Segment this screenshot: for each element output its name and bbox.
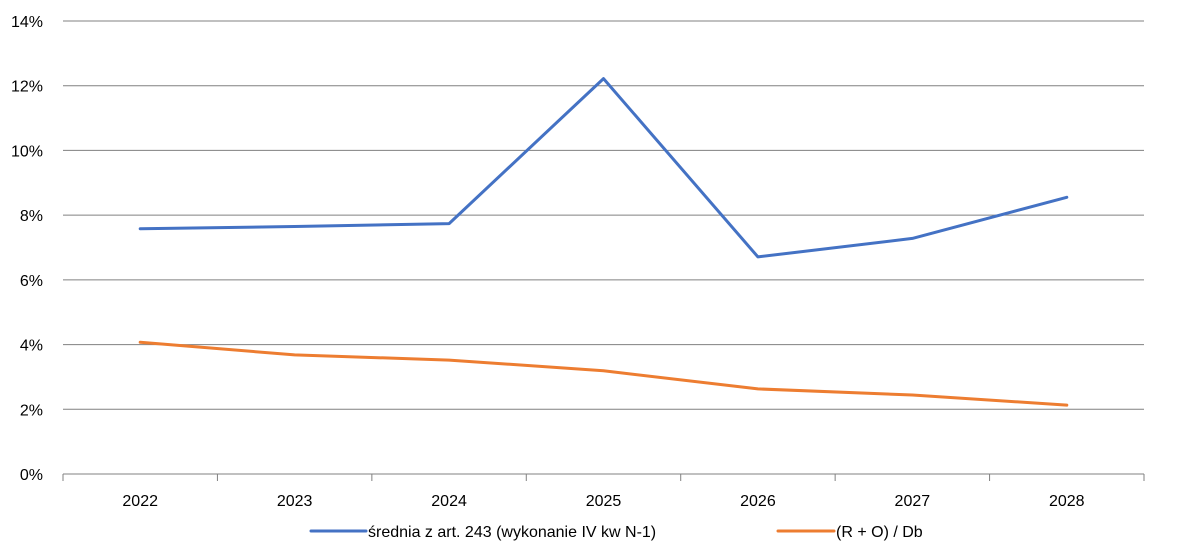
x-tick-label-2025: 2025 xyxy=(586,493,622,510)
legend-label-1: średnia z art. 243 (wykonanie IV kw N-1) xyxy=(368,524,656,541)
x-tick-label-2022: 2022 xyxy=(122,493,158,510)
y-tick-label-6: 6% xyxy=(20,273,43,290)
y-tick-label-14: 14% xyxy=(11,14,43,31)
series-lines xyxy=(138,77,1069,407)
x-tick-label-2026: 2026 xyxy=(740,493,776,510)
series-line-1 xyxy=(138,77,1069,259)
y-tick-label-0: 0% xyxy=(20,467,43,484)
y-tick-label-12: 12% xyxy=(11,79,43,96)
legend-label-2: (R + O) / Db xyxy=(836,524,923,541)
x-tick-label-2028: 2028 xyxy=(1049,493,1085,510)
x-tick-label-2023: 2023 xyxy=(277,493,313,510)
y-tick-label-8: 8% xyxy=(20,208,43,225)
x-tick-label-2024: 2024 xyxy=(431,493,467,510)
x-tick-label-2027: 2027 xyxy=(895,493,931,510)
y-tick-label-2: 2% xyxy=(20,402,43,419)
gridlines xyxy=(63,20,1144,410)
axes: 0% 2% 4% 6% 8% 10% 12% 14% 2022 2023 2024 2025 2026 2… xyxy=(11,14,1145,510)
series-line-2 xyxy=(138,340,1069,407)
y-tick-label-10: 10% xyxy=(11,143,43,160)
y-tick-label-4: 4% xyxy=(20,338,43,355)
legend: średnia z art. 243 (wykonanie IV kw N-1)… xyxy=(309,524,923,541)
